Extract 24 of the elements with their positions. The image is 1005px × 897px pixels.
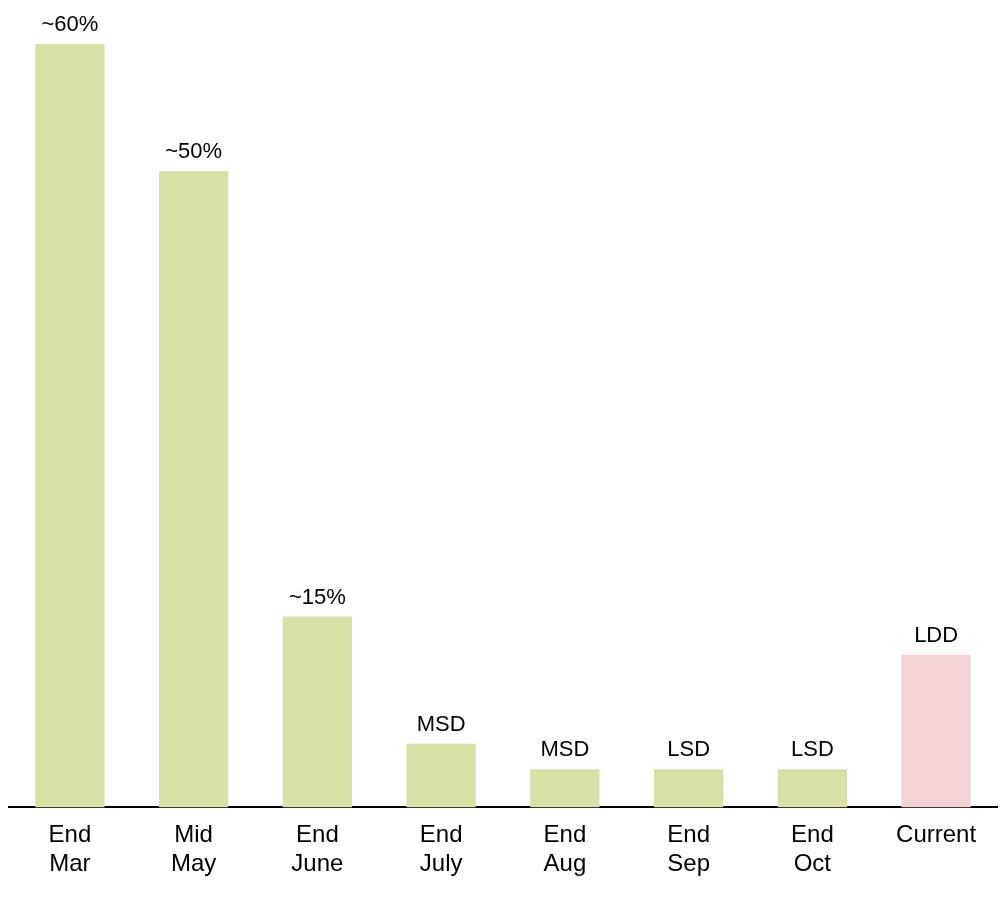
x-tick-label: End Sep [667,820,710,877]
data-label: MSD [540,736,590,762]
bar [282,616,353,808]
x-tick-label: End Oct [791,820,834,877]
x-tick-label: End June [291,820,344,877]
bar [653,769,724,808]
data-label: LSD [667,736,711,762]
x-tick-label: End Mar [48,820,92,877]
bar [406,743,476,808]
x-tick-label: Current [896,820,977,848]
bar [530,769,600,808]
x-tick-label: Mid May [170,820,217,877]
x-tick-label: End July [419,820,463,877]
bar [901,654,971,808]
data-label: ~15% [288,583,346,609]
data-label: MSD [416,710,466,736]
data-label: ~60% [41,11,99,37]
bar [35,44,105,808]
bar [158,171,229,808]
data-label: ~50% [165,138,223,164]
x-tick-label: End Aug [543,820,587,877]
data-label: LDD [914,621,959,647]
data-label: LSD [790,736,834,762]
bar [777,769,848,808]
